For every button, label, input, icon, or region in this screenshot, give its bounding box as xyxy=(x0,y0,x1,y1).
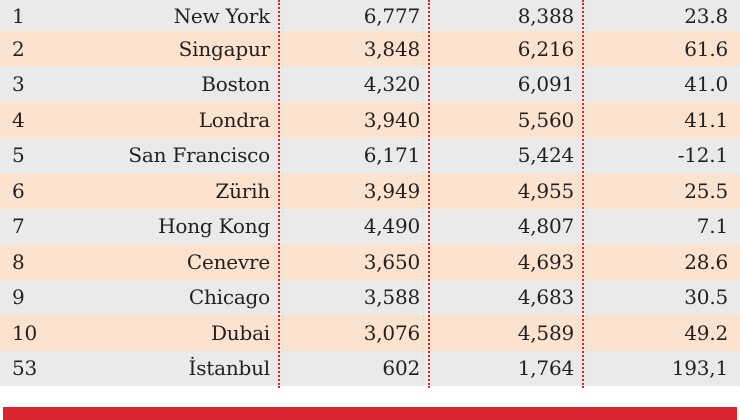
rank-cell: 6 xyxy=(12,178,25,203)
value-cell-2: 6,216 xyxy=(517,36,574,61)
table-row: 8 Cenevre 3,650 4,693 28.6 xyxy=(0,244,740,280)
rank-cell: 9 xyxy=(12,285,25,310)
column-divider xyxy=(278,0,280,388)
column-divider xyxy=(428,0,430,388)
city-cell: İstanbul xyxy=(188,356,271,381)
value-cell-2: 5,424 xyxy=(517,143,574,168)
value-cell-2: 8,388 xyxy=(517,3,574,28)
value-cell-3: 23.8 xyxy=(684,3,728,28)
value-cell-2: 4,589 xyxy=(517,320,574,345)
city-cell: Cenevre xyxy=(186,249,270,274)
table-row: 10 Dubai 3,076 4,589 49.2 xyxy=(0,315,740,351)
rank-cell: 1 xyxy=(12,3,25,28)
rank-cell: 2 xyxy=(12,36,25,61)
city-cell: Dubai xyxy=(210,320,270,345)
value-cell-1: 3,848 xyxy=(363,36,420,61)
table-row: 4 Londra 3,940 5,560 41.1 xyxy=(0,102,740,138)
value-cell-3: 30.5 xyxy=(684,285,728,310)
rank-cell: 10 xyxy=(12,320,38,345)
rank-cell: 8 xyxy=(12,249,25,274)
rank-cell: 53 xyxy=(12,356,38,381)
value-cell-2: 4,955 xyxy=(517,178,574,203)
city-cell: Zürih xyxy=(215,178,270,203)
value-cell-3: 28.6 xyxy=(684,249,728,274)
value-cell-3: 41.0 xyxy=(684,72,728,97)
value-cell-2: 6,091 xyxy=(517,72,574,97)
value-cell-2: 4,683 xyxy=(517,285,574,310)
city-cell: Hong Kong xyxy=(158,214,270,239)
value-cell-1: 4,320 xyxy=(363,72,420,97)
city-cell: Singapur xyxy=(178,36,271,61)
value-cell-3: 61.6 xyxy=(684,36,728,61)
value-cell-2: 4,693 xyxy=(517,249,574,274)
value-cell-1: 4,490 xyxy=(363,214,420,239)
value-cell-3: 7.1 xyxy=(696,214,728,239)
city-cell: New York xyxy=(173,3,271,28)
value-cell-3: 49.2 xyxy=(684,320,728,345)
city-cell: Chicago xyxy=(188,285,270,310)
value-cell-2: 5,560 xyxy=(517,107,574,132)
value-cell-3: 25.5 xyxy=(684,178,728,203)
value-cell-1: 3,588 xyxy=(363,285,420,310)
table-row: 7 Hong Kong 4,490 4,807 7.1 xyxy=(0,208,740,244)
value-cell-1: 6,171 xyxy=(363,143,420,168)
rank-cell: 5 xyxy=(12,143,25,168)
rank-cell: 4 xyxy=(12,107,25,132)
value-cell-1: 602 xyxy=(382,356,420,381)
value-cell-3: 41.1 xyxy=(684,107,728,132)
value-cell-2: 4,807 xyxy=(517,214,574,239)
table-row: 2 Singapur 3,848 6,216 61.6 xyxy=(0,31,740,67)
value-cell-1: 3,076 xyxy=(363,320,420,345)
value-cell-1: 3,940 xyxy=(363,107,420,132)
value-cell-1: 3,949 xyxy=(363,178,420,203)
city-cell: San Francisco xyxy=(128,143,270,168)
value-cell-2: 1,764 xyxy=(517,356,574,381)
footer-banner xyxy=(3,407,737,420)
city-cell: Londra xyxy=(198,107,270,132)
table-row: 53 İstanbul 602 1,764 193,1 xyxy=(0,350,740,386)
table-row: 6 Zürih 3,949 4,955 25.5 xyxy=(0,173,740,209)
table-row: 1 New York 6,777 8,388 23.8 xyxy=(0,0,740,31)
table-row: 5 San Francisco 6,171 5,424 -12.1 xyxy=(0,137,740,173)
rank-cell: 7 xyxy=(12,214,25,239)
city-cell: Boston xyxy=(201,72,270,97)
table-row: 3 Boston 4,320 6,091 41.0 xyxy=(0,66,740,102)
rank-cell: 3 xyxy=(12,72,25,97)
value-cell-3: 193,1 xyxy=(671,356,728,381)
value-cell-1: 6,777 xyxy=(363,3,420,28)
city-ranking-table: 1 New York 6,777 8,388 23.8 2 Singapur 3… xyxy=(0,0,740,386)
column-divider xyxy=(582,0,584,388)
value-cell-3: -12.1 xyxy=(677,143,728,168)
value-cell-1: 3,650 xyxy=(363,249,420,274)
table-row: 9 Chicago 3,588 4,683 30.5 xyxy=(0,279,740,315)
